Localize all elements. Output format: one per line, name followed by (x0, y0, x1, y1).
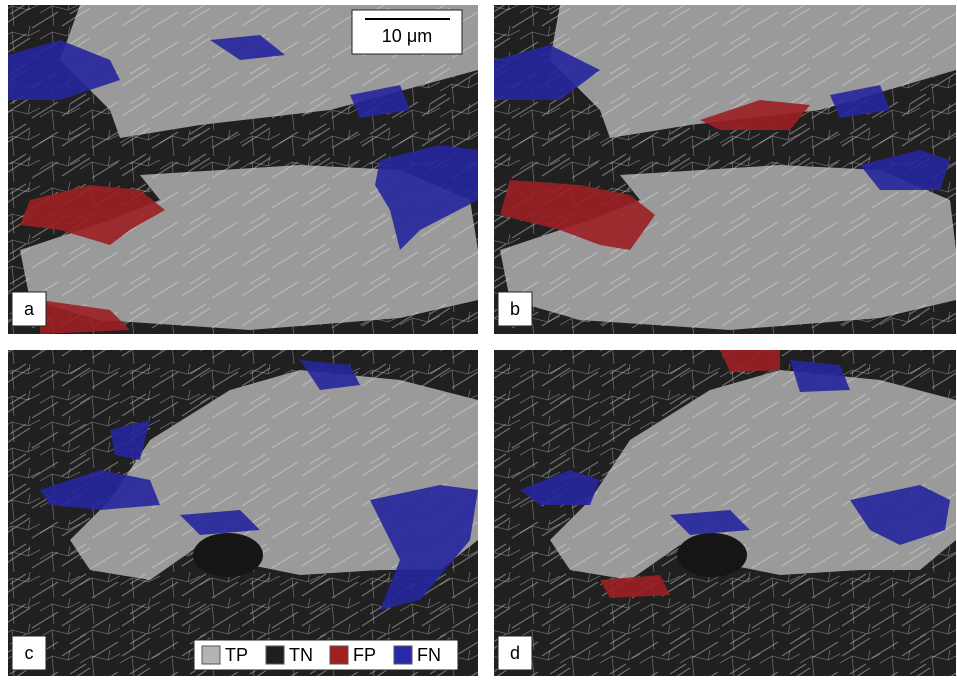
panel-label: d (510, 643, 520, 663)
panel-label: b (510, 299, 520, 319)
legend-swatch (330, 646, 348, 664)
legend-label: FP (353, 645, 376, 665)
scale-label: 10 μm (382, 26, 432, 46)
legend: TP TN FP FN (194, 640, 458, 670)
legend-label: FN (417, 645, 441, 665)
panel-c (8, 350, 478, 676)
legend-label: TP (225, 645, 248, 665)
legend-swatch (266, 646, 284, 664)
fp-region (720, 350, 780, 372)
figure: 10 μm a b c d TP TN FP FN (0, 0, 957, 680)
panel-label: a (24, 299, 35, 319)
legend-swatch (202, 646, 220, 664)
panel-d (494, 350, 956, 676)
tn-region (677, 533, 747, 577)
legend-label: TN (289, 645, 313, 665)
panel-b (494, 5, 956, 334)
scale-bar: 10 μm (352, 10, 462, 54)
tn-region (193, 533, 263, 577)
legend-swatch (394, 646, 412, 664)
panel-label: c (25, 643, 34, 663)
